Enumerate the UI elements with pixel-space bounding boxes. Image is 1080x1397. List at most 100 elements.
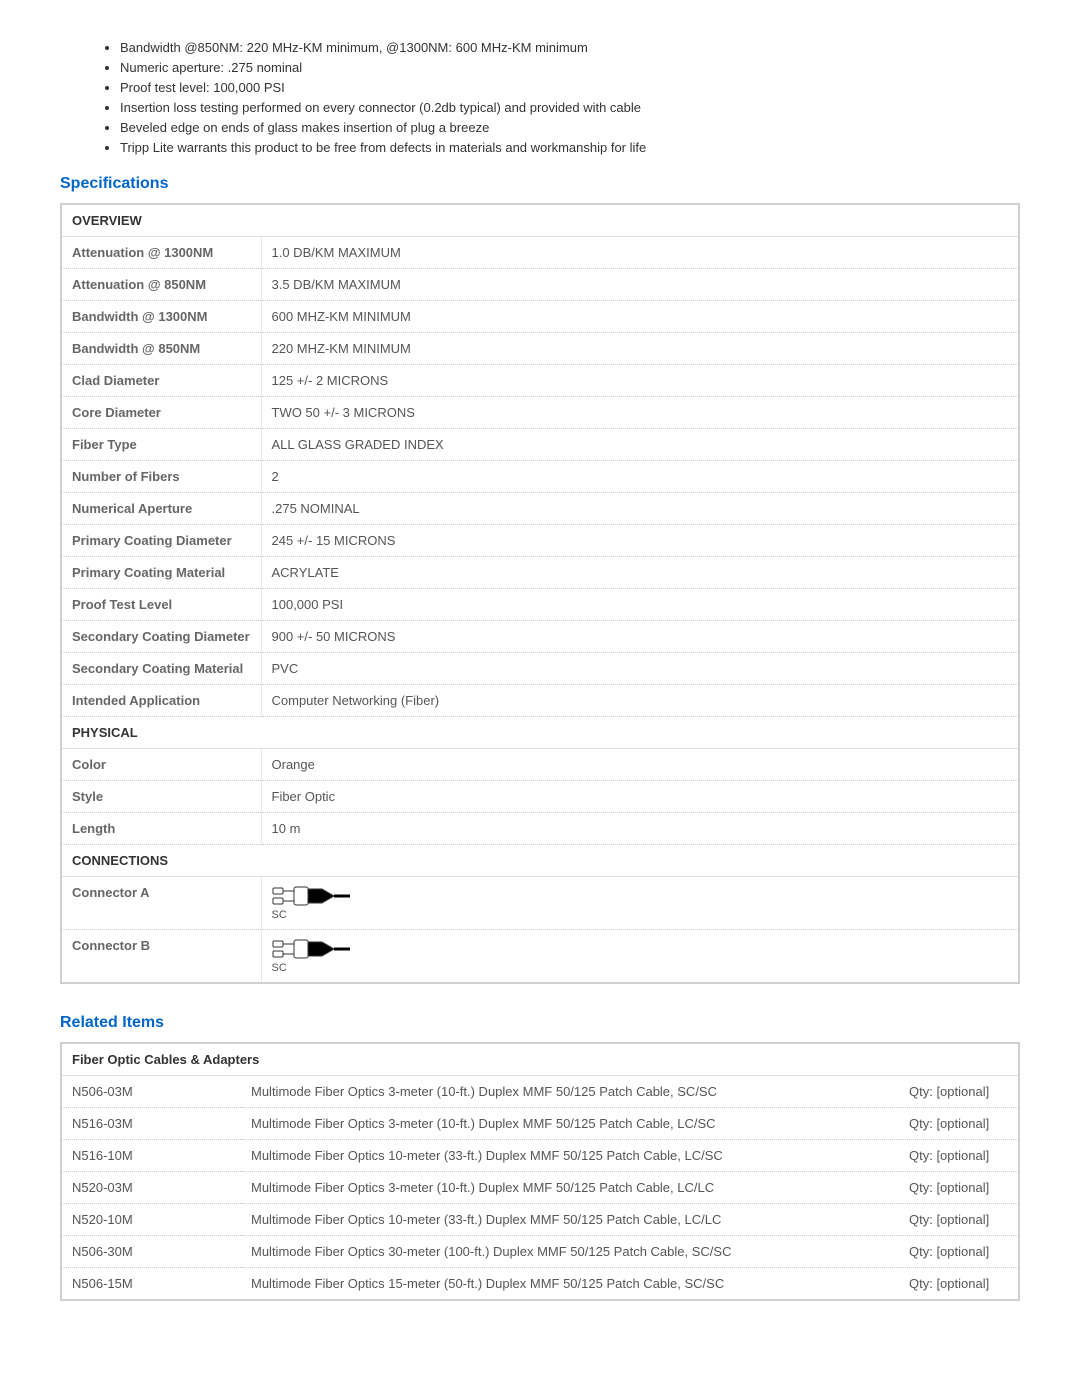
related-items-table: Fiber Optic Cables & AdaptersN506-03MMul…	[60, 1042, 1020, 1301]
related-qty: Qty: [optional]	[899, 1108, 1019, 1140]
related-sku: N506-03M	[61, 1076, 241, 1108]
related-row: N506-03MMultimode Fiber Optics 3-meter (…	[61, 1076, 1019, 1108]
sc-connector-icon	[272, 887, 352, 902]
spec-label: Bandwidth @ 850NM	[61, 333, 261, 365]
related-qty: Qty: [optional]	[899, 1236, 1019, 1268]
related-qty: Qty: [optional]	[899, 1172, 1019, 1204]
spec-label: Number of Fibers	[61, 461, 261, 493]
related-row: N506-15MMultimode Fiber Optics 15-meter …	[61, 1268, 1019, 1301]
spec-label: Style	[61, 781, 261, 813]
spec-label: Secondary Coating Material	[61, 653, 261, 685]
spec-label: Intended Application	[61, 685, 261, 717]
spec-value: 245 +/- 15 MICRONS	[261, 525, 1019, 557]
spec-label: Fiber Type	[61, 429, 261, 461]
related-row: N506-30MMultimode Fiber Optics 30-meter …	[61, 1236, 1019, 1268]
spec-label: Core Diameter	[61, 397, 261, 429]
spec-value: 3.5 DB/KM MAXIMUM	[261, 269, 1019, 301]
spec-value: 1.0 DB/KM MAXIMUM	[261, 237, 1019, 269]
spec-value: 900 +/- 50 MICRONS	[261, 621, 1019, 653]
spec-group-header: CONNECTIONS	[61, 845, 1019, 877]
spec-label: Color	[61, 749, 261, 781]
spec-value: Fiber Optic	[261, 781, 1019, 813]
spec-value: SC	[261, 877, 1019, 930]
spec-row: Primary Coating Diameter245 +/- 15 MICRO…	[61, 525, 1019, 557]
spec-group-header: OVERVIEW	[61, 204, 1019, 237]
bullet-item: Proof test level: 100,000 PSI	[120, 80, 1020, 95]
bullet-item: Tripp Lite warrants this product to be f…	[120, 140, 1020, 155]
spec-value: 100,000 PSI	[261, 589, 1019, 621]
related-items-heading: Related Items	[60, 1014, 1020, 1032]
spec-label: Clad Diameter	[61, 365, 261, 397]
feature-bullets: Bandwidth @850NM: 220 MHz-KM minimum, @1…	[60, 40, 1020, 155]
connector-type-label: SC	[272, 909, 1009, 921]
specifications-heading: Specifications	[60, 175, 1020, 193]
spec-row: Secondary Coating Diameter900 +/- 50 MIC…	[61, 621, 1019, 653]
spec-value: 10 m	[261, 813, 1019, 845]
connector-type-label: SC	[272, 962, 1009, 974]
spec-row: Length10 m	[61, 813, 1019, 845]
specifications-table: OVERVIEWAttenuation @ 1300NM1.0 DB/KM MA…	[60, 203, 1020, 984]
spec-label: Length	[61, 813, 261, 845]
spec-value: 2	[261, 461, 1019, 493]
spec-row: Bandwidth @ 1300NM600 MHZ-KM MINIMUM	[61, 301, 1019, 333]
spec-row: Connector B SC	[61, 930, 1019, 984]
spec-row: Clad Diameter125 +/- 2 MICRONS	[61, 365, 1019, 397]
related-sku: N516-10M	[61, 1140, 241, 1172]
spec-value: Computer Networking (Fiber)	[261, 685, 1019, 717]
related-description: Multimode Fiber Optics 10-meter (33-ft.)…	[241, 1140, 899, 1172]
related-qty: Qty: [optional]	[899, 1076, 1019, 1108]
related-sku: N506-15M	[61, 1268, 241, 1301]
related-description: Multimode Fiber Optics 3-meter (10-ft.) …	[241, 1172, 899, 1204]
bullet-item: Bandwidth @850NM: 220 MHz-KM minimum, @1…	[120, 40, 1020, 55]
spec-row: Intended ApplicationComputer Networking …	[61, 685, 1019, 717]
related-qty: Qty: [optional]	[899, 1204, 1019, 1236]
related-qty: Qty: [optional]	[899, 1268, 1019, 1301]
spec-label: Connector B	[61, 930, 261, 984]
related-row: N516-10MMultimode Fiber Optics 10-meter …	[61, 1140, 1019, 1172]
spec-value: .275 NOMINAL	[261, 493, 1019, 525]
spec-row: Connector A SC	[61, 877, 1019, 930]
spec-label: Numerical Aperture	[61, 493, 261, 525]
spec-value: 125 +/- 2 MICRONS	[261, 365, 1019, 397]
spec-label: Attenuation @ 1300NM	[61, 237, 261, 269]
spec-row: Fiber TypeALL GLASS GRADED INDEX	[61, 429, 1019, 461]
sc-connector-icon	[272, 940, 352, 955]
related-sku: N520-03M	[61, 1172, 241, 1204]
spec-row: Attenuation @ 1300NM1.0 DB/KM MAXIMUM	[61, 237, 1019, 269]
spec-value: ACRYLATE	[261, 557, 1019, 589]
related-qty: Qty: [optional]	[899, 1140, 1019, 1172]
spec-value: 220 MHZ-KM MINIMUM	[261, 333, 1019, 365]
spec-row: Bandwidth @ 850NM220 MHZ-KM MINIMUM	[61, 333, 1019, 365]
related-description: Multimode Fiber Optics 30-meter (100-ft.…	[241, 1236, 899, 1268]
related-description: Multimode Fiber Optics 15-meter (50-ft.)…	[241, 1268, 899, 1301]
spec-value: 600 MHZ-KM MINIMUM	[261, 301, 1019, 333]
spec-value: SC	[261, 930, 1019, 984]
bullet-item: Numeric aperture: .275 nominal	[120, 60, 1020, 75]
related-sku: N520-10M	[61, 1204, 241, 1236]
spec-label: Primary Coating Material	[61, 557, 261, 589]
spec-label: Secondary Coating Diameter	[61, 621, 261, 653]
related-row: N516-03MMultimode Fiber Optics 3-meter (…	[61, 1108, 1019, 1140]
spec-label: Connector A	[61, 877, 261, 930]
spec-value: ALL GLASS GRADED INDEX	[261, 429, 1019, 461]
spec-value: PVC	[261, 653, 1019, 685]
spec-row: Attenuation @ 850NM3.5 DB/KM MAXIMUM	[61, 269, 1019, 301]
spec-row: Primary Coating MaterialACRYLATE	[61, 557, 1019, 589]
related-description: Multimode Fiber Optics 10-meter (33-ft.)…	[241, 1204, 899, 1236]
related-sku: N516-03M	[61, 1108, 241, 1140]
spec-row: StyleFiber Optic	[61, 781, 1019, 813]
related-group-header: Fiber Optic Cables & Adapters	[61, 1043, 1019, 1076]
spec-label: Proof Test Level	[61, 589, 261, 621]
spec-row: Secondary Coating MaterialPVC	[61, 653, 1019, 685]
related-row: N520-03MMultimode Fiber Optics 3-meter (…	[61, 1172, 1019, 1204]
bullet-item: Beveled edge on ends of glass makes inse…	[120, 120, 1020, 135]
related-description: Multimode Fiber Optics 3-meter (10-ft.) …	[241, 1076, 899, 1108]
related-row: N520-10MMultimode Fiber Optics 10-meter …	[61, 1204, 1019, 1236]
spec-label: Attenuation @ 850NM	[61, 269, 261, 301]
spec-row: ColorOrange	[61, 749, 1019, 781]
related-description: Multimode Fiber Optics 3-meter (10-ft.) …	[241, 1108, 899, 1140]
spec-label: Primary Coating Diameter	[61, 525, 261, 557]
spec-label: Bandwidth @ 1300NM	[61, 301, 261, 333]
spec-row: Proof Test Level100,000 PSI	[61, 589, 1019, 621]
spec-row: Number of Fibers2	[61, 461, 1019, 493]
